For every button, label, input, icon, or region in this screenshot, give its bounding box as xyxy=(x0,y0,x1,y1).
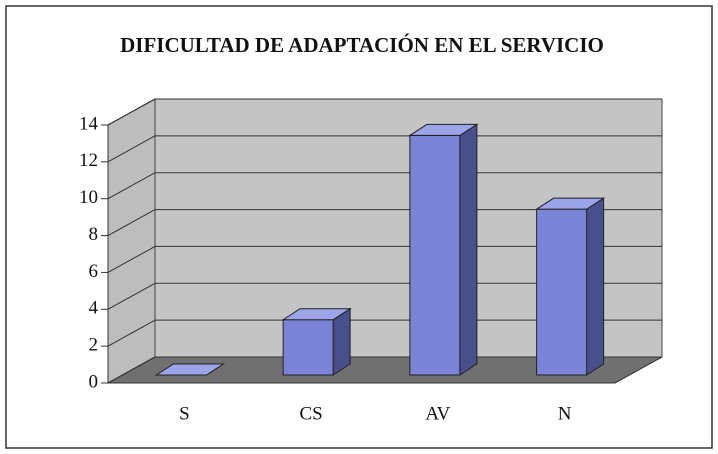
grid-line xyxy=(107,209,156,237)
bar-top xyxy=(534,197,606,210)
bar-top xyxy=(281,308,352,321)
left-wall xyxy=(107,98,156,384)
grid-line xyxy=(107,282,156,310)
x-tick-label: AV xyxy=(425,403,450,424)
grid-line xyxy=(107,98,156,126)
y-tick-label: 8 xyxy=(89,224,99,245)
grid-line xyxy=(107,319,156,347)
bar-top xyxy=(154,363,226,376)
x-tick-label: CS xyxy=(300,403,323,424)
grid-line xyxy=(107,135,156,163)
y-tick-label: 14 xyxy=(79,113,99,134)
x-tick-label: N xyxy=(558,403,572,424)
y-tick-label: 10 xyxy=(79,187,98,208)
grid-line xyxy=(107,172,156,200)
bar xyxy=(409,134,461,376)
bar xyxy=(282,319,334,376)
x-tick-label: S xyxy=(179,403,190,424)
bar-side xyxy=(459,123,478,376)
y-tick-label: 12 xyxy=(79,150,98,171)
y-tick-label: 0 xyxy=(89,371,99,392)
bar-top xyxy=(408,123,479,136)
y-tick-label: 4 xyxy=(89,298,99,319)
y-tick-label: 6 xyxy=(89,261,99,282)
grid-line xyxy=(107,356,156,384)
chart-title: DIFICULTAD DE ADAPTACIÓN EN EL SERVICIO xyxy=(120,33,604,57)
bar-side xyxy=(586,197,605,376)
y-tick-label: 2 xyxy=(89,335,99,356)
grid-line xyxy=(107,245,156,273)
bar xyxy=(536,208,588,376)
